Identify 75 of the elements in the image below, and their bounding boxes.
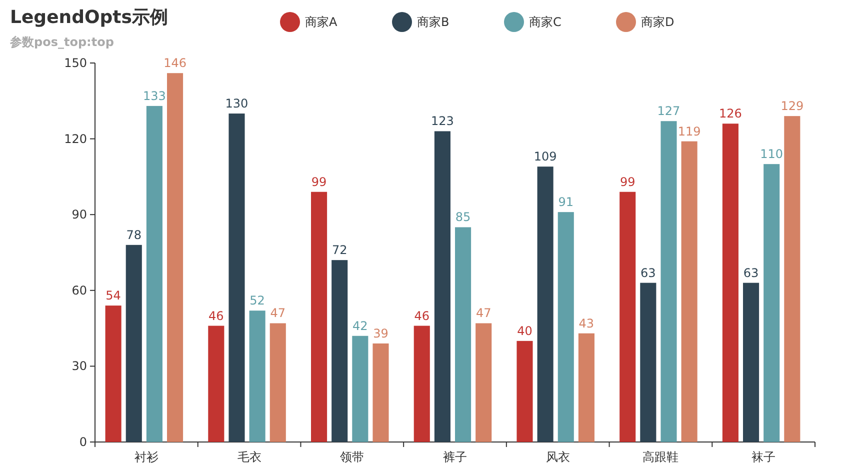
y-tick-label: 60	[72, 283, 87, 298]
bar	[126, 244, 142, 442]
data-label: 46	[208, 308, 224, 323]
bar	[228, 114, 245, 442]
legend-label: 商家C	[529, 15, 562, 29]
data-label: 91	[558, 195, 574, 210]
data-label: 133	[143, 88, 166, 103]
data-label: 47	[270, 306, 286, 320]
bar	[578, 333, 594, 442]
data-label: 46	[414, 308, 430, 323]
x-tick-label: 高跟鞋	[642, 450, 679, 464]
bar	[640, 282, 656, 442]
data-label: 119	[678, 124, 701, 138]
bar	[352, 336, 368, 442]
data-label: 72	[332, 243, 348, 258]
chart-title: LegendOpts示例	[10, 7, 168, 28]
bar	[208, 326, 224, 442]
bar	[167, 73, 184, 442]
bar	[537, 166, 554, 442]
data-label: 63	[640, 266, 656, 280]
x-tick-label: 领带	[340, 450, 364, 464]
bar	[105, 306, 122, 442]
x-tick-label: 裤子	[443, 450, 467, 464]
y-tick-label: 30	[72, 359, 87, 374]
data-label: 99	[311, 174, 327, 189]
data-label: 47	[476, 306, 492, 320]
bar	[681, 141, 698, 442]
data-label: 85	[455, 210, 471, 224]
data-label: 126	[719, 106, 742, 121]
data-label: 109	[534, 150, 557, 164]
bar	[620, 192, 636, 442]
data-label: 63	[743, 266, 759, 280]
bar	[660, 121, 677, 442]
x-tick-label: 袜子	[752, 450, 776, 464]
data-label: 43	[578, 316, 594, 330]
y-tick-label: 120	[64, 132, 87, 146]
data-label: 78	[126, 228, 142, 242]
legend-label: 商家B	[417, 15, 450, 29]
bar	[784, 116, 800, 442]
data-label: 110	[760, 147, 784, 162]
x-tick-label: 衬衫	[134, 450, 158, 464]
y-tick-label: 150	[64, 56, 87, 70]
bar	[270, 323, 286, 442]
data-label: 99	[620, 174, 636, 189]
bar	[372, 343, 389, 442]
bar	[764, 164, 780, 442]
legend-label: 商家A	[305, 15, 338, 29]
bar	[434, 131, 450, 442]
bar	[476, 323, 492, 442]
data-label: 52	[250, 294, 265, 308]
bar	[455, 227, 472, 442]
bar	[332, 260, 348, 442]
bar	[249, 310, 266, 442]
data-label: 39	[373, 326, 388, 340]
legend-label: 商家D	[641, 15, 674, 29]
chart-subtitle: 参数pos_top:top	[9, 35, 114, 49]
data-label: 127	[657, 104, 680, 118]
bar	[311, 192, 328, 442]
data-label: 146	[164, 56, 186, 70]
bar	[516, 340, 533, 442]
y-tick-label: 90	[72, 208, 87, 222]
data-label: 130	[225, 96, 248, 111]
y-tick-label: 0	[79, 435, 87, 449]
data-label: 129	[780, 99, 804, 114]
x-tick-label: 风衣	[546, 450, 570, 464]
bar	[722, 124, 738, 442]
bar	[414, 326, 430, 442]
x-tick-label: 毛衣	[237, 450, 262, 464]
data-label: 42	[352, 318, 368, 333]
data-label: 54	[106, 288, 121, 303]
bar	[743, 282, 760, 442]
data-label: 123	[431, 114, 454, 128]
data-label: 40	[517, 324, 532, 338]
bar	[558, 212, 574, 442]
bar	[146, 106, 162, 442]
